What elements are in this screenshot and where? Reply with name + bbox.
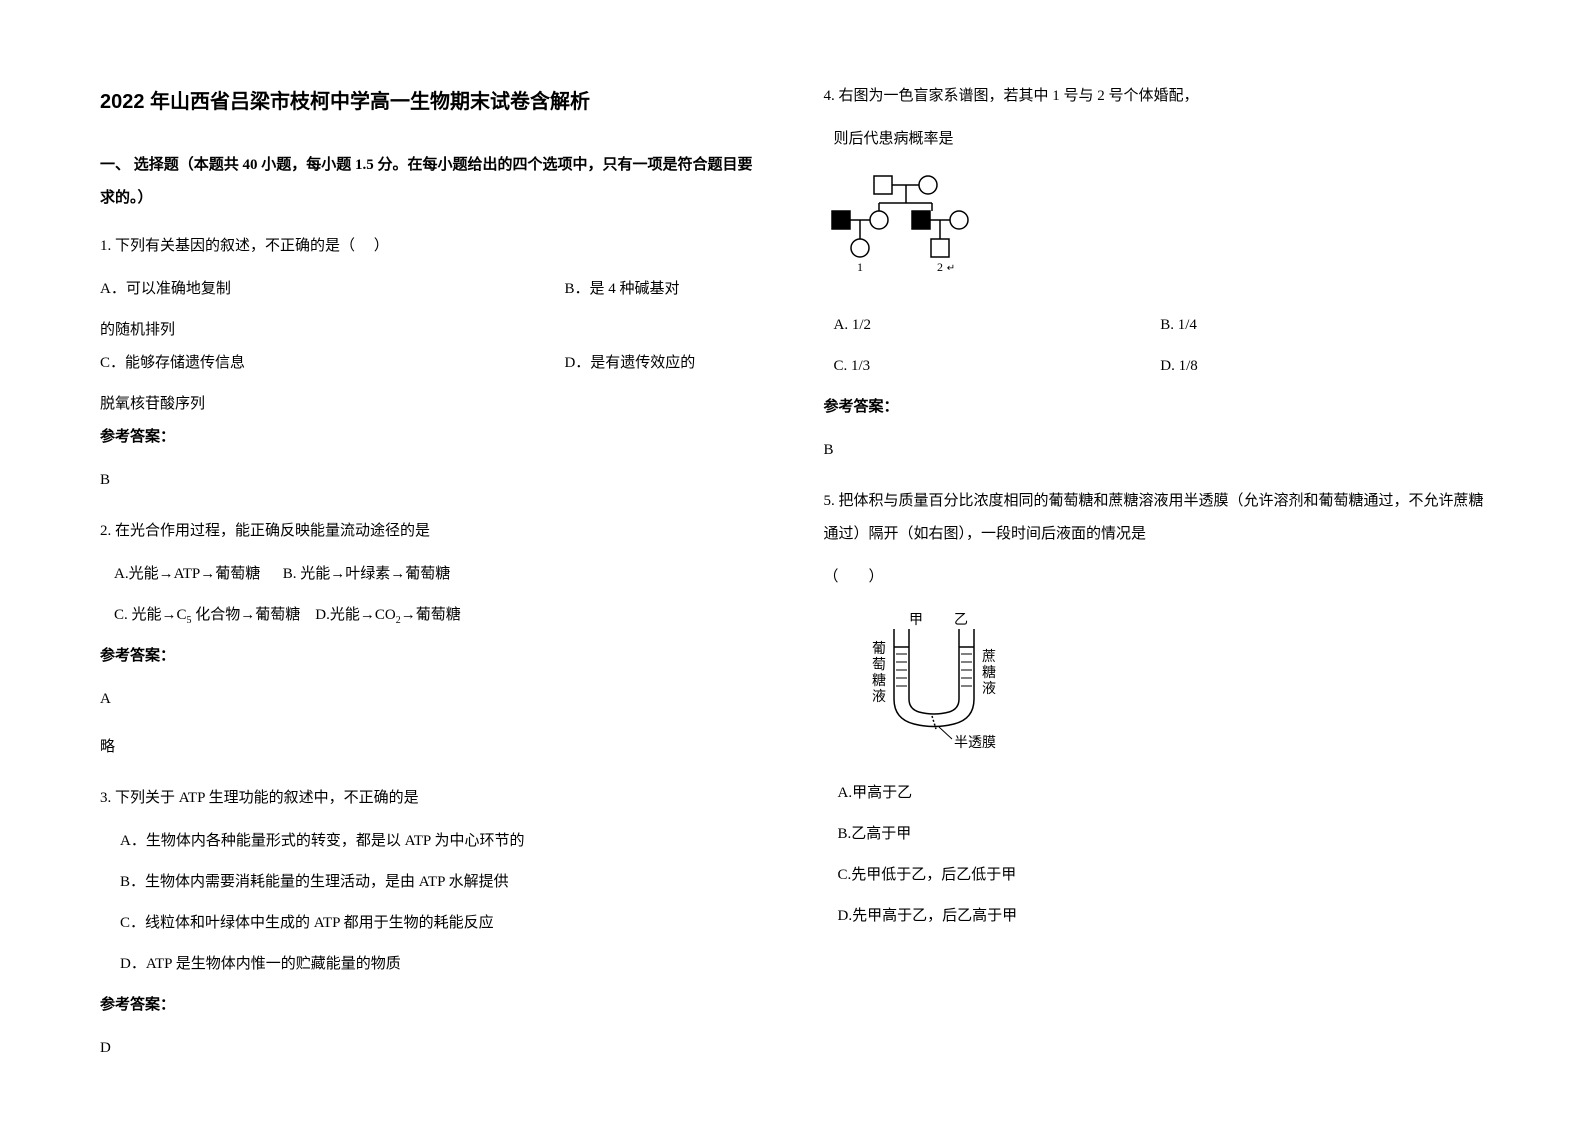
q3-optA: A．生物体内各种能量形式的转变，都是以 ATP 为中心环节的 xyxy=(100,825,764,858)
q1-optA-cont: 的随机排列 xyxy=(100,314,764,347)
q2-note: 略 xyxy=(100,731,764,764)
q1-optB: B．是 4 种碱基对 xyxy=(564,273,763,306)
question-2: 2. 在光合作用过程，能正确反映能量流动途径的是 A.光能→ATP→葡萄糖 B.… xyxy=(100,515,764,764)
q2-optA: A.光能→ATP→葡萄糖 xyxy=(114,566,260,582)
q5-text: 5. 把体积与质量百分比浓度相同的葡萄糖和蔗糖溶液用半透膜（允许溶剂和葡萄糖通过… xyxy=(824,485,1488,551)
question-1: 1. 下列有关基因的叙述，不正确的是（ ） A．可以准确地复制 B．是 4 种碱… xyxy=(100,230,764,497)
svg-text:糖: 糖 xyxy=(982,665,996,681)
q4-optA: A. 1/2 xyxy=(834,309,1161,342)
q2-answer-label: 参考答案： xyxy=(100,640,764,673)
q2-answer: A xyxy=(100,683,764,716)
pedigree-diagram: 1 2 ↵ xyxy=(824,171,1488,294)
q4-text2: 则后代患病概率是 xyxy=(824,123,1488,156)
q5-text2: （ ） xyxy=(824,561,1488,594)
svg-text:蔗: 蔗 xyxy=(982,649,996,665)
section-header: 一、 选择题（本题共 40 小题，每小题 1.5 分。在每小题给出的四个选项中，… xyxy=(100,149,764,215)
svg-text:液: 液 xyxy=(872,689,886,705)
q3-text: 3. 下列关于 ATP 生理功能的叙述中，不正确的是 xyxy=(100,782,764,815)
q5-optB: B.乙高于甲 xyxy=(824,818,1488,851)
q1-optA: A．可以准确地复制 xyxy=(100,273,564,306)
document-title: 2022 年山西省吕梁市枝柯中学高一生物期末试卷含解析 xyxy=(100,80,764,124)
q3-optD: D．ATP 是生物体内惟一的贮藏能量的物质 xyxy=(100,948,764,981)
q1-answer: B xyxy=(100,464,764,497)
pedigree-label-1: 1 xyxy=(857,260,863,274)
q2-optC-pre: C. 光能→C xyxy=(114,607,187,623)
svg-text:液: 液 xyxy=(982,681,996,697)
svg-text:萄: 萄 xyxy=(872,657,886,673)
q1-optC-cont: 脱氧核苷酸序列 xyxy=(100,388,764,421)
question-4: 4. 右图为一色盲家系谱图，若其中 1 号与 2 号个体婚配， 则后代患病概率是 xyxy=(824,80,1488,467)
svg-text:糖: 糖 xyxy=(872,673,886,689)
q1-answer-label: 参考答案： xyxy=(100,421,764,454)
q4-text: 4. 右图为一色盲家系谱图，若其中 1 号与 2 号个体婚配， xyxy=(824,80,1488,113)
q4-optD: D. 1/8 xyxy=(1160,350,1487,383)
q2-optD-pre: D.光能→CO xyxy=(315,607,395,623)
q3-answer-label: 参考答案： xyxy=(100,989,764,1022)
svg-text:半透膜: 半透膜 xyxy=(954,735,996,749)
q4-optC: C. 1/3 xyxy=(834,350,1161,383)
q3-optC: C．线粒体和叶绿体中生成的 ATP 都用于生物的耗能反应 xyxy=(100,907,764,940)
left-column: 2022 年山西省吕梁市枝柯中学高一生物期末试卷含解析 一、 选择题（本题共 4… xyxy=(100,80,764,1072)
q5-optA: A.甲高于乙 xyxy=(824,777,1488,810)
q1-row2: C．能够存储遗传信息 D．是有遗传效应的 xyxy=(100,347,764,380)
q3-optB: B．生物体内需要消耗能量的生理活动，是由 ATP 水解提供 xyxy=(100,866,764,899)
q3-answer: D xyxy=(100,1032,764,1065)
q4-row2: C. 1/3 D. 1/8 xyxy=(824,350,1488,383)
q4-answer-label: 参考答案： xyxy=(824,391,1488,424)
q2-text: 2. 在光合作用过程，能正确反映能量流动途径的是 xyxy=(100,515,764,548)
q4-row1: A. 1/2 B. 1/4 xyxy=(824,309,1488,342)
pedigree-label-2: 2 xyxy=(937,260,943,274)
q4-answer: B xyxy=(824,434,1488,467)
utube-label-jia: 甲 xyxy=(909,613,923,628)
q1-optC: C．能够存储遗传信息 xyxy=(100,347,564,380)
utube-diagram: 甲 乙 葡 萄 糖 液 蔗 糖 液 半透膜 xyxy=(824,609,1488,762)
q2-optC-post: 化合物→葡萄糖 xyxy=(192,607,301,623)
q2-row1: A.光能→ATP→葡萄糖 B. 光能→叶绿素→葡萄糖 xyxy=(100,558,764,591)
q2-row2: C. 光能→C5 化合物→葡萄糖 D.光能→CO2→葡萄糖 xyxy=(100,599,764,632)
svg-text:葡: 葡 xyxy=(872,641,886,657)
q5-optC: C.先甲低于乙，后乙低于甲 xyxy=(824,859,1488,892)
question-5: 5. 把体积与质量百分比浓度相同的葡萄糖和蔗糖溶液用半透膜（允许溶剂和葡萄糖通过… xyxy=(824,485,1488,933)
q4-optB: B. 1/4 xyxy=(1160,309,1487,342)
right-column: 4. 右图为一色盲家系谱图，若其中 1 号与 2 号个体婚配， 则后代患病概率是 xyxy=(824,80,1488,1072)
question-3: 3. 下列关于 ATP 生理功能的叙述中，不正确的是 A．生物体内各种能量形式的… xyxy=(100,782,764,1065)
q1-optD: D．是有遗传效应的 xyxy=(564,347,763,380)
q2-optB: B. 光能→叶绿素→葡萄糖 xyxy=(283,566,451,582)
q1-row1: A．可以准确地复制 B．是 4 种碱基对 xyxy=(100,273,764,306)
utube-label-yi: 乙 xyxy=(954,612,968,628)
svg-text:↵: ↵ xyxy=(946,263,954,274)
q1-text: 1. 下列有关基因的叙述，不正确的是（ ） xyxy=(100,230,764,263)
q2-optD-post: →葡萄糖 xyxy=(401,607,461,623)
q5-optD: D.先甲高于乙，后乙高于甲 xyxy=(824,900,1488,933)
